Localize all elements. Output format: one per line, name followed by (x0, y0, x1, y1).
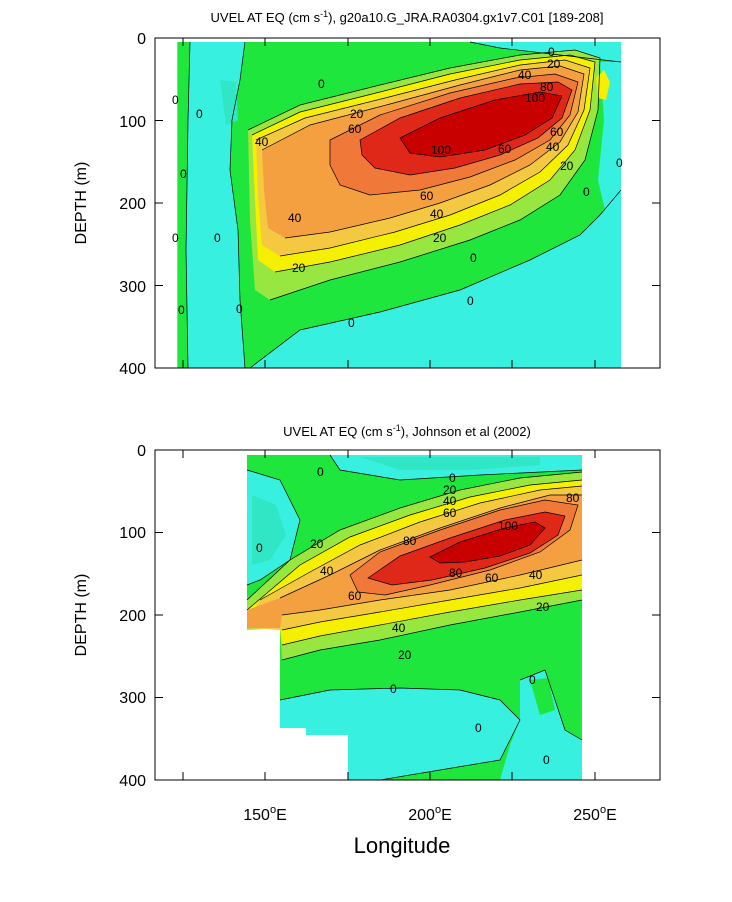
xtick-label-150E: 150oE (243, 804, 287, 824)
bottom-band-negative-east (500, 670, 582, 780)
bottom-contour-label: 0 (449, 471, 456, 485)
bottom-contour-label: 80 (566, 491, 580, 505)
top-contour-label: 0 (196, 107, 203, 121)
bottom-contour-label: 20 (443, 483, 457, 497)
bottom-contour-label: 60 (443, 506, 457, 520)
xtick-label-250E: 250oE (573, 804, 617, 824)
top-contour-label: 60 (420, 189, 434, 203)
top-ytick-label: 0 (137, 31, 146, 48)
top-contour-label: 20 (292, 261, 306, 275)
top-contour-label: 40 (430, 207, 444, 221)
bottom-contour-label: 60 (348, 589, 362, 603)
top-ytick-label: 100 (119, 114, 146, 131)
x-axis-label: Longitude (354, 833, 451, 858)
top-band-100 (400, 92, 562, 157)
bottom-x-ticks (182, 450, 596, 780)
top-contour-label: 100 (431, 143, 451, 157)
bottom-ytick-label: 300 (119, 690, 146, 707)
top-contour-label: 60 (498, 142, 512, 156)
top-contour-label: 0 (318, 77, 325, 91)
bottom-contour-label: 0 (390, 682, 397, 696)
bottom-contour-label: 100 (498, 519, 518, 533)
bottom-ytick-label: 0 (137, 443, 146, 460)
bottom-contour-label: 0 (529, 673, 536, 687)
bottom-ytick-label: 400 (119, 773, 146, 790)
bottom-contour-label: 40 (392, 621, 406, 635)
bottom-contour-label: 20 (398, 648, 412, 662)
bottom-band-negative-surface-inner (360, 457, 540, 470)
top-contour-label: 0 (172, 93, 179, 107)
top-contour-label: 0 (583, 185, 590, 199)
bottom-contour-label: 40 (320, 564, 334, 578)
top-contour-label: 0 (236, 302, 243, 316)
bottom-contour-label: 40 (443, 494, 457, 508)
top-contour-label: 0 (467, 294, 474, 308)
top-contour-label: 60 (550, 125, 564, 139)
bottom-contour-label: 20 (310, 537, 324, 551)
top-contour-label: 40 (288, 211, 302, 225)
top-contour-label: 0 (548, 45, 555, 59)
top-contour-label: 0 (348, 316, 355, 330)
bottom-ytick-label: 100 (119, 525, 146, 542)
top-y-ticks (155, 37, 660, 286)
top-contour-label: 40 (255, 135, 269, 149)
top-contour-label: 20 (350, 107, 364, 121)
bottom-x-tick-labels: 150oE 200oE 250oE (243, 804, 617, 824)
bottom-contour-label: 20 (536, 600, 550, 614)
bottom-panel: UVEL AT EQ (cm s-1), Johnson et al (2002… (73, 423, 661, 858)
bottom-contour-label: 40 (529, 568, 543, 582)
top-x-ticks (182, 38, 596, 368)
bottom-contour-label: 60 (485, 571, 499, 585)
bottom-band-100 (430, 522, 545, 563)
bottom-band-negative-west-inner (252, 495, 286, 565)
top-contour-label: 0 (172, 231, 179, 245)
top-contour-label: 100 (525, 91, 545, 105)
bottom-contour-label: 0 (256, 541, 263, 555)
bottom-y-axis: 0 100 200 300 400 (119, 443, 146, 790)
top-contour-label: 20 (560, 159, 574, 173)
bottom-title: UVEL AT EQ (cm s-1), Johnson et al (2002… (283, 423, 531, 439)
top-title: UVEL AT EQ (cm s-1), g20a10.G_JRA.RA0304… (211, 9, 604, 25)
bottom-contour-label: 0 (475, 721, 482, 735)
top-band-negative-west-inner (178, 42, 190, 368)
top-contour-lines (185, 41, 622, 368)
bottom-y-ticks (155, 449, 660, 698)
top-contour-label: 20 (433, 231, 447, 245)
top-contour-label: 40 (546, 140, 560, 154)
top-contour-label: 40 (518, 68, 532, 82)
top-contour-field: 0 20 20 40 40 40 40 40 60 60 60 60 80 10… (172, 41, 623, 368)
bottom-contour-label: 0 (543, 753, 550, 767)
top-ytick-label: 400 (119, 361, 146, 378)
bottom-ylabel: DEPTH (m) (73, 574, 90, 657)
top-ylabel: DEPTH (m) (73, 162, 90, 245)
top-panel: UVEL AT EQ (cm s-1), g20a10.G_JRA.RA0304… (73, 9, 661, 378)
top-band-negative-deep (250, 190, 621, 368)
xtick-label-200E: 200oE (408, 804, 452, 824)
top-ytick-label: 200 (119, 196, 146, 213)
top-contour-label: 0 (616, 156, 623, 170)
top-ytick-label: 300 (119, 279, 146, 296)
bottom-band-negative-deep (280, 688, 520, 780)
top-contour-label: 20 (547, 57, 561, 71)
top-contour-label: 80 (540, 80, 554, 94)
top-contour-label: 0 (180, 167, 187, 181)
bottom-contour-lines (246, 454, 583, 780)
bottom-ytick-label: 200 (119, 608, 146, 625)
top-contour-labels: 0 20 20 40 40 40 40 40 60 60 60 60 80 10… (172, 45, 623, 330)
top-contour-label: 60 (348, 122, 362, 136)
top-y-axis: 0 100 200 300 400 (119, 31, 146, 378)
bottom-band-negative-east-patch (530, 678, 555, 715)
bottom-contour-label: 0 (317, 465, 324, 479)
top-contour-label: 0 (178, 303, 185, 317)
top-contour-label: 0 (470, 251, 477, 265)
bottom-contour-label: 80 (403, 534, 417, 548)
top-contour-label: 0 (214, 231, 221, 245)
bottom-contour-label: 80 (449, 566, 463, 580)
bottom-contour-labels: 0 0 0 0 0 0 0 20 20 20 20 40 40 40 40 60… (256, 465, 580, 767)
bottom-contour-field: 0 0 0 0 0 0 0 20 20 20 20 40 40 40 40 60… (246, 454, 583, 780)
